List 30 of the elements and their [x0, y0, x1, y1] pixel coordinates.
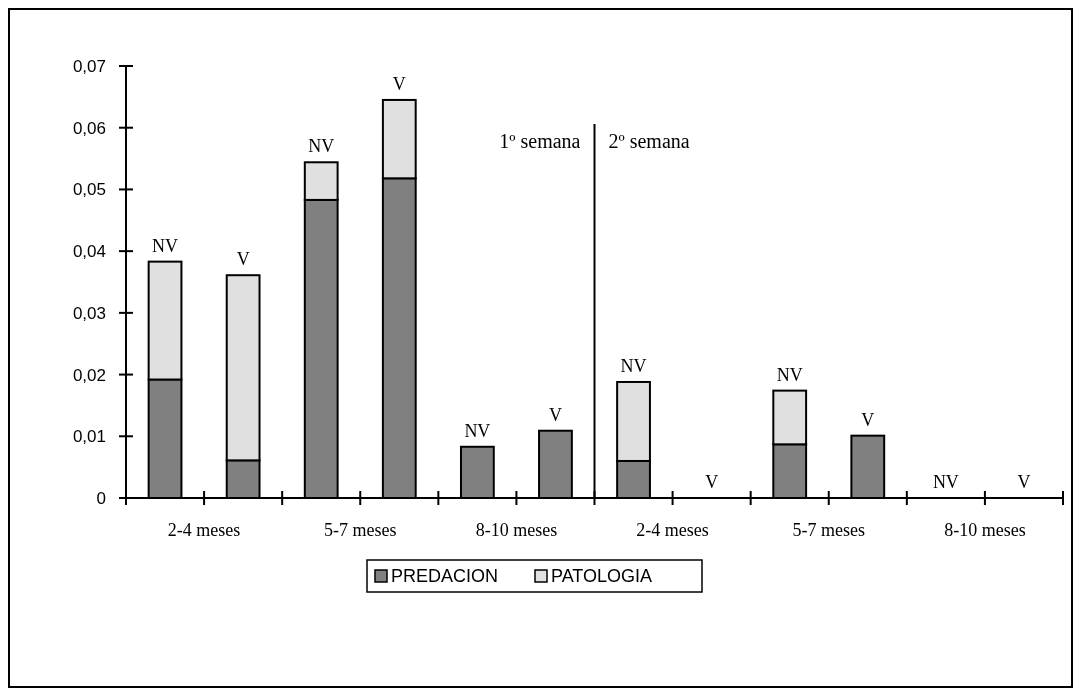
text: 2-4 meses: [636, 520, 709, 540]
x-tick-label: NV: [464, 420, 491, 441]
x-tick-label: NV: [932, 472, 959, 492]
x-tick-label: V: [236, 249, 250, 270]
text: 5-7 meses: [792, 520, 865, 540]
y-tick-label: 0,03: [72, 303, 106, 323]
annotation: 2º semana: [608, 130, 690, 152]
legend-label: PATOLOGIA: [551, 566, 653, 587]
x-tick-label: V: [861, 409, 875, 430]
y-tick-label: 0,07: [72, 56, 106, 76]
x-tick-label: NV: [152, 235, 179, 256]
y-tick-label: 0,06: [72, 118, 106, 138]
y-tick-label: 0,02: [72, 365, 106, 385]
y-tick-label: 0: [96, 488, 106, 508]
y-tick-label: 0,04: [72, 242, 106, 262]
x-tick-label: V: [705, 472, 719, 492]
x-tick-label: V: [392, 73, 406, 94]
x-tick-label: V: [548, 404, 562, 425]
annotation: 1º semana: [499, 130, 581, 152]
x-tick-label: NV: [776, 364, 803, 385]
x-tick-label: NV: [620, 355, 647, 376]
x-tick-label: V: [1017, 472, 1031, 492]
legend-label: PREDACION: [391, 566, 499, 587]
y-tick-label: 0,05: [72, 180, 106, 200]
y-tick-label: 0,01: [72, 427, 106, 447]
text: 2-4 meses: [167, 520, 241, 540]
text: 8-10 meses: [944, 520, 1026, 540]
text: 5-7 meses: [324, 520, 397, 540]
text: 8-10 meses: [475, 520, 558, 540]
x-tick-label: NV: [308, 136, 335, 157]
